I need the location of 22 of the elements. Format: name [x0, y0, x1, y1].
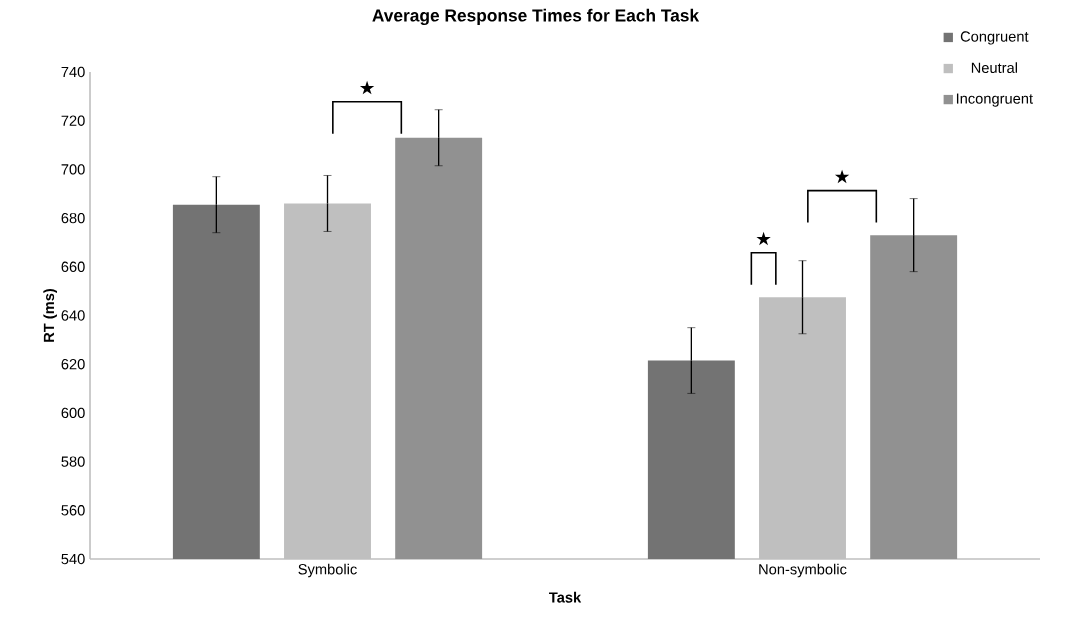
annotation: ★	[359, 80, 375, 95]
legend-label: Neutral	[971, 62, 1017, 74]
y-tick-label: 720	[61, 115, 85, 126]
y-tick-label: 560	[61, 505, 85, 516]
y-tick-label: 600	[61, 407, 85, 419]
y-tick-label: 700	[61, 164, 85, 175]
y-tick-label: 640	[61, 310, 85, 321]
y-tick-label: 540	[61, 553, 85, 565]
x-axis-title: Task	[549, 591, 582, 603]
x-tick-label: Non-symbolic	[759, 563, 847, 578]
y-tick-label: 660	[61, 261, 85, 272]
chart-title: Average Response Times for Each Task	[372, 8, 700, 26]
y-axis-title: RT (ms)	[43, 288, 57, 342]
y-tick-label: 680	[61, 212, 85, 224]
annotation: ★	[756, 231, 771, 246]
y-tick-label: 580	[61, 456, 85, 467]
x-tick-label: Symbolic	[298, 563, 357, 578]
legend-label: Incongruent	[956, 93, 1033, 107]
legend-label: Congruent	[960, 31, 1029, 45]
annotation: ★	[834, 169, 850, 184]
y-tick-label: 740	[61, 66, 85, 78]
y-tick-label: 620	[61, 359, 85, 370]
